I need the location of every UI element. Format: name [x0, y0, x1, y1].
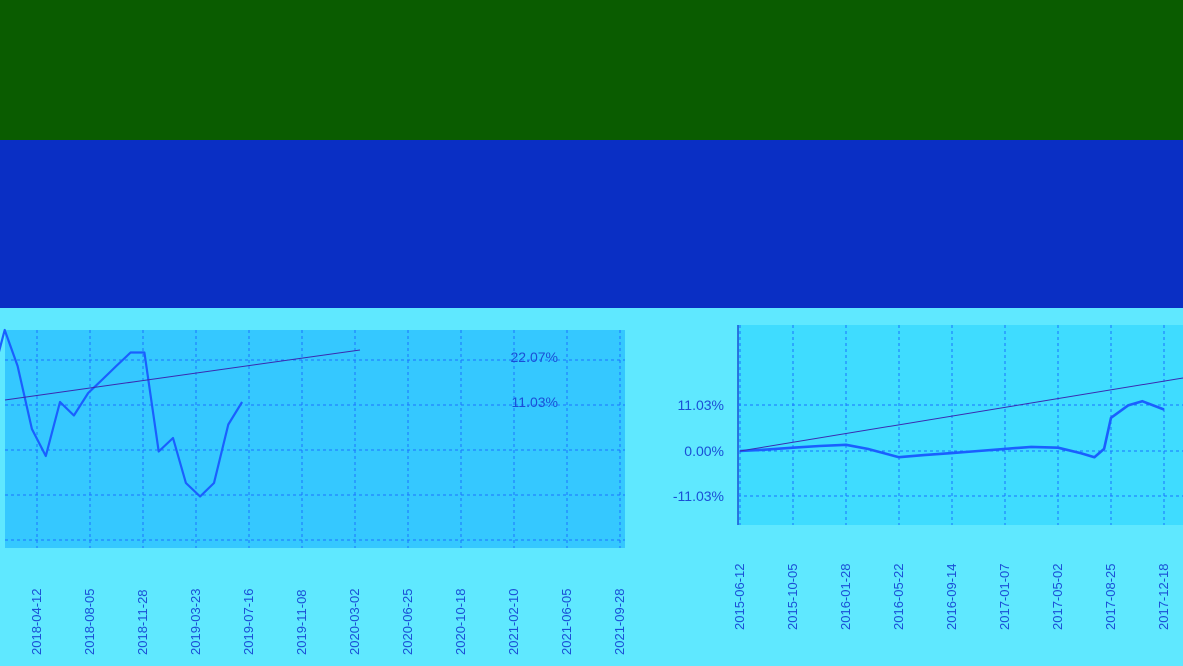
left-x-tick-label: 2021-06-05 [559, 589, 574, 656]
right-x-tick-label: 2016-01-28 [838, 564, 853, 631]
right-y-tick-label: 0.00% [684, 443, 724, 459]
middle-blue-band [0, 140, 1183, 308]
left-x-tick-label: 2020-10-18 [453, 589, 468, 656]
left-series-line [0, 328, 244, 498]
right-x-tick-label: 2017-08-25 [1103, 564, 1118, 631]
left-x-tick-label: 2018-08-05 [82, 589, 97, 656]
right-x-tick-label: 2017-01-07 [997, 564, 1012, 631]
left-x-tick-label: 2018-04-12 [29, 589, 44, 656]
left-x-tick-label: 2019-11-08 [294, 589, 309, 655]
left-x-tick-label: 2019-03-23 [188, 589, 203, 656]
left-y-tick-label: 22.07% [511, 349, 558, 365]
left-x-tick-label: 2021-09-28 [612, 589, 627, 656]
left-y-tick-label: 11.03% [512, 394, 558, 410]
left-x-tick-label: 2019-07-16 [241, 589, 256, 656]
right-y-tick-label: -11.03% [673, 488, 724, 504]
right-series-line [739, 399, 1165, 459]
right-x-tick-label: 2016-09-14 [944, 564, 959, 631]
right-y-tick-label: 11.03% [678, 397, 724, 413]
right-x-tick-label: 2015-06-12 [732, 564, 747, 631]
left-x-tick-label: 2020-06-25 [400, 589, 415, 656]
left-trend-line [4, 349, 361, 401]
right-trend-line [739, 377, 1183, 452]
left-chart-panel: 2018-04-12 2018-08-05 2018-11-28 2019-03-23… [0, 328, 627, 656]
right-x-tick-label: 2017-12-18 [1156, 564, 1171, 631]
left-x-tick-label: 2021-02-10 [506, 589, 521, 656]
right-plot-area [738, 325, 1183, 525]
right-x-tick-label: 2015-10-05 [785, 564, 800, 631]
left-x-tick-label: 2020-03-02 [347, 589, 362, 656]
right-x-tick-label: 2017-05-02 [1050, 564, 1065, 631]
right-chart-panel: 2015-06-12 2015-10-05 2016-01-28 2016-05-22… [673, 325, 1183, 630]
top-green-band [0, 0, 1183, 140]
left-x-tick-label: 2018-11-28 [135, 589, 150, 655]
right-x-tick-label: 2016-05-22 [891, 564, 906, 631]
left-plot-area [5, 330, 625, 548]
